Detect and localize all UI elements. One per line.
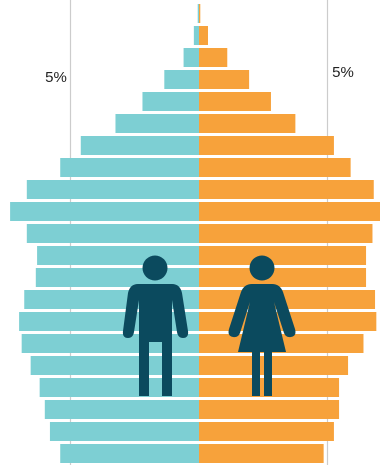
bar-left-18 <box>39 378 199 397</box>
bar-right-7 <box>199 136 334 155</box>
bar-left-17 <box>30 356 199 375</box>
bar-left-15 <box>19 312 199 331</box>
ticks-layer: 5% 5% <box>45 64 354 86</box>
bar-right-2 <box>199 26 208 45</box>
bar-right-3 <box>199 48 228 67</box>
bar-right-19 <box>199 400 340 419</box>
bar-right-6 <box>199 114 296 133</box>
bar-left-20 <box>49 422 199 441</box>
bar-right-20 <box>199 422 334 441</box>
bar-left-21 <box>60 444 199 463</box>
bar-left-4 <box>164 70 199 89</box>
male-icon <box>122 255 189 396</box>
bar-left-19 <box>44 400 199 419</box>
bar-left-16 <box>21 334 200 353</box>
bar-left-11 <box>26 224 200 243</box>
bar-left-7 <box>80 136 199 155</box>
bar-right-12 <box>199 246 367 265</box>
bar-left-8 <box>60 158 199 177</box>
bar-left-1 <box>197 4 199 23</box>
bar-left-13 <box>35 268 200 287</box>
bar-left-12 <box>37 246 200 265</box>
tick-label-right: 5% <box>332 64 354 81</box>
bar-left-3 <box>183 48 199 67</box>
bar-right-5 <box>199 92 271 111</box>
female-icon <box>228 255 296 396</box>
bar-right-9 <box>199 180 374 199</box>
bar-left-5 <box>142 92 199 111</box>
bar-right-4 <box>199 70 250 89</box>
bar-right-1 <box>199 4 201 23</box>
tick-label-left: 5% <box>45 69 67 86</box>
bar-right-11 <box>199 224 373 243</box>
bar-right-21 <box>199 444 324 463</box>
bar-right-8 <box>199 158 351 177</box>
icons-layer <box>122 255 296 396</box>
bar-left-10 <box>10 202 200 221</box>
bar-left-2 <box>193 26 199 45</box>
bar-left-9 <box>26 180 200 199</box>
bar-right-13 <box>199 268 367 287</box>
bar-right-10 <box>199 202 380 221</box>
bar-left-6 <box>115 114 199 133</box>
bar-right-17 <box>199 356 349 375</box>
